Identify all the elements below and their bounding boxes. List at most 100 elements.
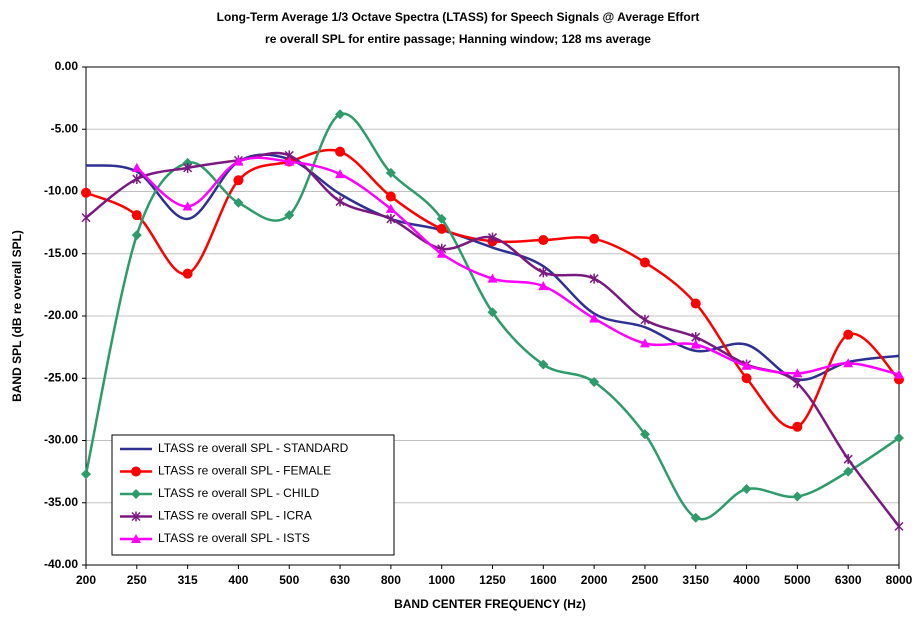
- marker: [741, 360, 752, 370]
- marker: [182, 268, 193, 279]
- legend-label: LTASS re overall SPL - STANDARD: [158, 441, 349, 455]
- marker: [131, 489, 141, 499]
- marker: [690, 512, 701, 523]
- marker: [284, 156, 295, 166]
- x-tick-label: 500: [279, 573, 299, 587]
- marker: [589, 313, 600, 323]
- series: [85, 153, 900, 381]
- x-tick-label: 1250: [479, 573, 506, 587]
- marker: [131, 210, 142, 221]
- chart-subtitle: re overall SPL for entire passage; Hanni…: [265, 32, 651, 46]
- marker: [183, 162, 193, 173]
- marker: [589, 376, 600, 387]
- marker: [436, 248, 447, 258]
- x-tick-label: 200: [76, 573, 96, 587]
- marker: [843, 329, 854, 340]
- marker: [335, 109, 346, 120]
- y-tick-label: -20.00: [44, 308, 78, 322]
- marker: [690, 339, 701, 349]
- marker: [81, 187, 91, 198]
- x-tick-label: 3150: [682, 573, 709, 587]
- y-axis-label: BAND SPL (dB re overall SPL): [10, 230, 24, 402]
- x-tick-label: 1000: [428, 573, 455, 587]
- marker: [233, 175, 244, 186]
- x-axis-label: BAND CENTER FREQUENCY (Hz): [394, 597, 586, 611]
- marker: [131, 534, 141, 543]
- legend-label: LTASS re overall SPL - ISTS: [158, 531, 310, 545]
- x-tick-label: 2000: [581, 573, 608, 587]
- marker: [640, 314, 650, 325]
- marker: [894, 369, 904, 379]
- marker: [538, 235, 549, 246]
- marker: [81, 212, 91, 223]
- marker: [538, 359, 549, 370]
- marker: [132, 174, 142, 185]
- marker: [131, 230, 142, 241]
- marker: [335, 169, 346, 179]
- series: [131, 156, 904, 379]
- marker: [741, 373, 752, 384]
- marker: [639, 429, 650, 440]
- marker: [589, 273, 599, 284]
- marker: [639, 257, 650, 268]
- marker: [335, 196, 345, 207]
- x-tick-label: 630: [330, 573, 350, 587]
- marker: [589, 233, 600, 244]
- series: [81, 146, 904, 432]
- x-tick-label: 1600: [530, 573, 557, 587]
- x-tick-label: 8000: [886, 573, 913, 587]
- marker: [792, 378, 802, 389]
- x-tick-label: 800: [381, 573, 401, 587]
- series-line: [136, 156, 900, 376]
- marker: [182, 201, 193, 211]
- marker: [335, 146, 346, 157]
- legend-label: LTASS re overall SPL - CHILD: [158, 486, 319, 500]
- marker: [639, 338, 650, 348]
- x-tick-label: 4000: [733, 573, 760, 587]
- y-tick-label: -25.00: [44, 370, 78, 384]
- marker: [741, 484, 752, 495]
- marker: [131, 466, 141, 477]
- x-tick-label: 5000: [784, 573, 811, 587]
- marker: [131, 511, 141, 522]
- y-tick-label: -5.00: [51, 121, 79, 135]
- y-tick-label: -15.00: [44, 246, 78, 260]
- y-tick-label: -30.00: [44, 433, 78, 447]
- marker: [843, 466, 854, 477]
- marker: [487, 273, 498, 283]
- marker: [386, 213, 396, 224]
- x-tick-label: 2500: [632, 573, 659, 587]
- x-tick-label: 6300: [835, 573, 862, 587]
- x-tick-label: 315: [178, 573, 198, 587]
- legend-label: LTASS re overall SPL - ICRA: [158, 509, 312, 523]
- marker: [385, 167, 396, 178]
- marker: [690, 298, 701, 309]
- x-tick-label: 400: [228, 573, 248, 587]
- chart-title: Long-Term Average 1/3 Octave Spectra (LT…: [217, 10, 700, 24]
- marker: [385, 191, 396, 202]
- marker: [284, 210, 295, 221]
- marker: [843, 358, 854, 368]
- marker: [233, 197, 244, 208]
- legend: LTASS re overall SPL - STANDARD LTASS re …: [111, 434, 395, 556]
- marker: [487, 307, 498, 318]
- marker: [436, 223, 447, 234]
- marker: [792, 421, 803, 432]
- series: [81, 109, 904, 523]
- y-tick-label: -40.00: [44, 557, 78, 571]
- marker: [538, 267, 548, 278]
- marker: [894, 433, 904, 444]
- series-line: [85, 148, 900, 429]
- marker: [894, 521, 904, 532]
- marker: [792, 491, 803, 502]
- marker: [131, 162, 142, 172]
- marker: [843, 454, 853, 465]
- marker: [233, 156, 244, 166]
- marker: [487, 232, 498, 243]
- y-tick-label: -10.00: [44, 184, 78, 198]
- marker: [385, 203, 396, 213]
- y-tick-label: 0.00: [55, 59, 79, 73]
- marker: [81, 469, 91, 480]
- marker: [538, 281, 549, 291]
